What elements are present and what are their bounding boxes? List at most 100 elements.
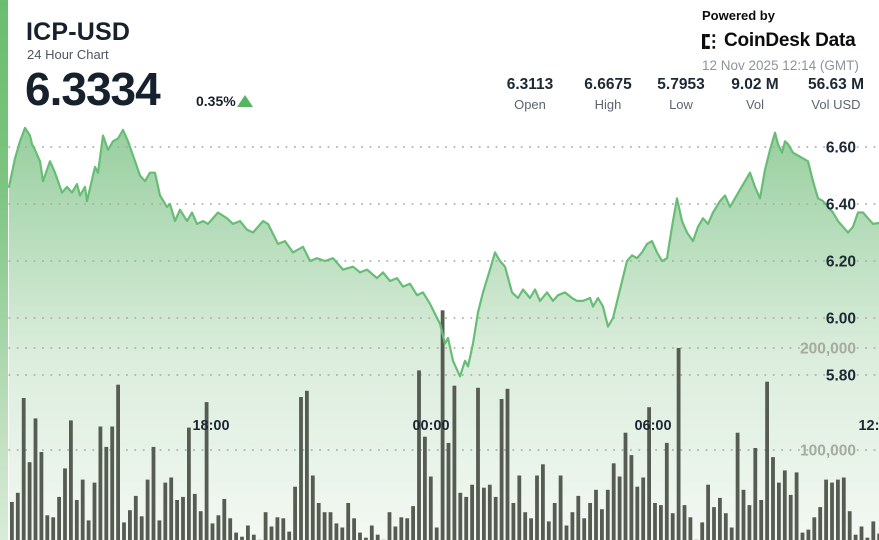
volume-bar bbox=[836, 479, 840, 540]
x-axis-time-label: 00:00 bbox=[412, 418, 449, 434]
stat-value: 6.6675 bbox=[584, 76, 632, 93]
y-axis-price-label: 6.20 bbox=[826, 254, 856, 271]
volume-bar bbox=[517, 475, 522, 540]
volume-bar bbox=[759, 500, 764, 540]
volume-bar bbox=[611, 463, 616, 540]
volume-bar bbox=[340, 527, 345, 540]
volume-bar bbox=[706, 484, 710, 540]
volume-bar bbox=[877, 533, 879, 540]
y-axis-price-label: 6.40 bbox=[826, 197, 856, 214]
volume-bar bbox=[434, 527, 439, 540]
volume-bar bbox=[57, 496, 61, 540]
page-title: ICP-USD bbox=[26, 18, 131, 46]
volume-bar bbox=[446, 442, 451, 540]
volume-bar bbox=[110, 426, 115, 540]
volume-bar bbox=[157, 520, 162, 540]
stat-value: 5.7953 bbox=[657, 76, 705, 93]
volume-bar bbox=[364, 537, 368, 540]
stat-vol: 9.02 M Vol bbox=[700, 76, 810, 112]
volume-bar bbox=[570, 512, 575, 540]
volume-bar bbox=[122, 522, 126, 540]
volume-bar bbox=[204, 402, 209, 540]
volume-bar bbox=[74, 500, 79, 540]
volume-bar bbox=[600, 509, 604, 540]
volume-bar bbox=[139, 516, 144, 540]
stat-value: 56.63 M bbox=[807, 76, 864, 93]
volume-bar bbox=[871, 521, 876, 540]
volume-bar bbox=[328, 512, 333, 540]
volume-bar bbox=[753, 448, 758, 540]
volume-bar bbox=[15, 492, 20, 540]
volume-bar bbox=[287, 531, 292, 540]
volume-bar bbox=[487, 484, 492, 540]
volume-bar bbox=[670, 513, 675, 540]
volume-bar bbox=[369, 525, 374, 540]
volume-bar bbox=[234, 532, 238, 540]
volume-bar bbox=[782, 470, 787, 540]
volume-bar bbox=[145, 479, 150, 540]
stat-label: Low bbox=[669, 97, 693, 112]
volume-bar bbox=[128, 510, 132, 540]
volume-bar bbox=[499, 399, 504, 540]
volume-bar bbox=[45, 515, 50, 540]
coindesk-logo-icon bbox=[702, 33, 719, 50]
volume-bar bbox=[210, 523, 215, 540]
volume-bar bbox=[27, 462, 32, 540]
branding-block[interactable]: Powered by CoinDesk Data 12 Nov 2025 12:… bbox=[702, 8, 859, 73]
volume-bar bbox=[423, 436, 427, 540]
volume-bar bbox=[605, 489, 610, 540]
volume-bar bbox=[387, 512, 392, 540]
volume-bar bbox=[582, 518, 587, 540]
volume-bar bbox=[198, 511, 203, 540]
volume-bar bbox=[293, 486, 297, 540]
volume-bar bbox=[39, 452, 44, 540]
volume-bar bbox=[712, 507, 716, 540]
volume-bar bbox=[841, 477, 846, 540]
y-axis-volume-label: 200,000 bbox=[800, 341, 856, 358]
volume-bar bbox=[375, 534, 380, 540]
volume-bar bbox=[428, 476, 433, 540]
volume-bar bbox=[175, 500, 179, 540]
volume-bar bbox=[263, 512, 268, 540]
volume-bar bbox=[552, 503, 557, 540]
volume-bar bbox=[812, 517, 817, 540]
volume-bar bbox=[358, 532, 362, 540]
x-axis-time-label: 06:00 bbox=[634, 418, 671, 434]
volume-bar bbox=[470, 484, 474, 540]
volume-bar bbox=[305, 390, 309, 540]
volume-bar bbox=[393, 526, 398, 540]
stat-label: Vol USD bbox=[811, 97, 861, 112]
stat-value: 6.3113 bbox=[506, 76, 554, 93]
volume-bar bbox=[246, 525, 250, 540]
volume-bar bbox=[51, 517, 56, 540]
volume-bar bbox=[777, 482, 781, 540]
timestamp: 12 Nov 2025 12:14 (GMT) bbox=[702, 58, 859, 73]
stat-low: 5.7953 Low bbox=[626, 76, 736, 112]
volume-bar bbox=[535, 475, 539, 540]
volume-bar bbox=[564, 525, 569, 540]
volume-bar bbox=[334, 523, 339, 540]
volume-bar bbox=[617, 476, 622, 540]
volume-bar bbox=[659, 505, 663, 540]
x-axis-time-label: 18:00 bbox=[192, 418, 229, 434]
stat-high: 6.6675 High bbox=[553, 76, 663, 112]
volume-bar bbox=[818, 507, 823, 540]
volume-bar bbox=[511, 503, 516, 540]
volume-bar bbox=[163, 482, 168, 540]
volume-bar bbox=[741, 489, 746, 540]
volume-bar bbox=[529, 518, 533, 540]
volume-bar bbox=[676, 348, 681, 540]
volume-bar bbox=[440, 310, 445, 540]
volume-bar bbox=[86, 520, 91, 540]
volume-bar bbox=[747, 505, 752, 540]
up-arrow-icon bbox=[237, 95, 253, 107]
stat-label: Open bbox=[514, 97, 546, 112]
volume-bar bbox=[417, 370, 421, 540]
volume-bar bbox=[322, 512, 327, 540]
stat-label: Vol bbox=[745, 97, 765, 112]
volume-bar bbox=[859, 526, 864, 540]
volume-bar bbox=[641, 477, 646, 540]
y-axis-price-label: 6.00 bbox=[826, 311, 856, 328]
